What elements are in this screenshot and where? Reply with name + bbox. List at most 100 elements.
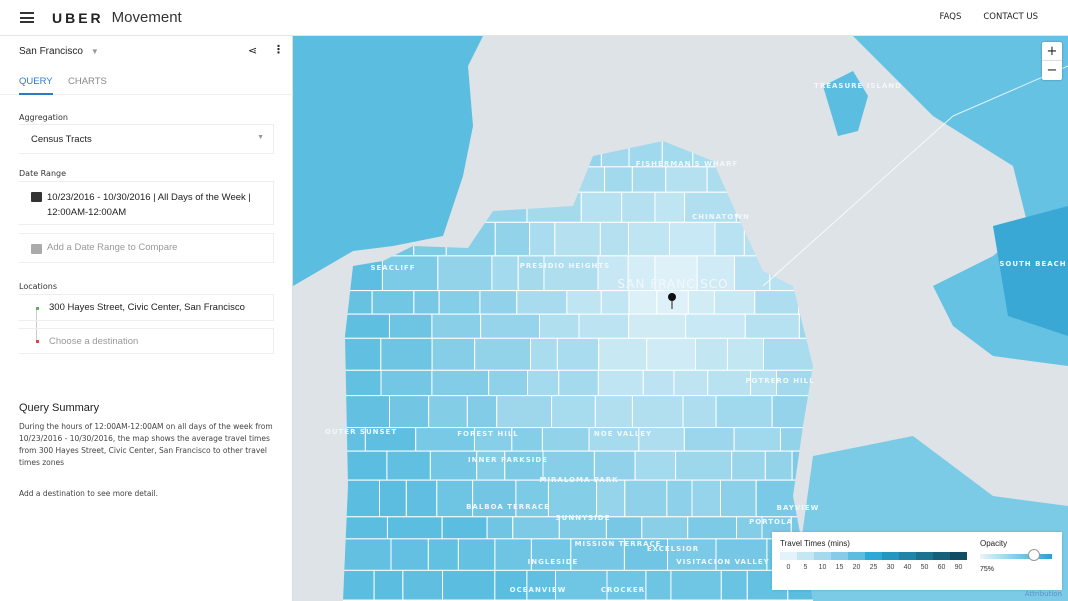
- census-tract[interactable]: [480, 313, 540, 339]
- census-tract[interactable]: [333, 516, 388, 540]
- census-tract[interactable]: [667, 538, 717, 571]
- census-tract[interactable]: [333, 450, 388, 481]
- opacity-slider[interactable]: [980, 549, 1052, 561]
- census-tract[interactable]: [754, 290, 800, 315]
- census-tract[interactable]: [333, 290, 373, 315]
- opacity-slider-handle[interactable]: [1028, 549, 1040, 561]
- census-tract[interactable]: [593, 450, 636, 481]
- census-tract[interactable]: [715, 538, 768, 571]
- tab-charts[interactable]: CHARTS: [68, 76, 107, 87]
- census-tract[interactable]: [713, 290, 756, 315]
- add-date-range-button[interactable]: Add a Date Range to Compare: [19, 233, 274, 263]
- census-tract[interactable]: [694, 337, 728, 371]
- census-tract[interactable]: [381, 255, 439, 292]
- brand-logo[interactable]: UBER: [52, 9, 104, 26]
- census-tract[interactable]: [554, 221, 601, 257]
- census-tract[interactable]: [600, 290, 630, 315]
- census-tract[interactable]: [685, 313, 746, 339]
- census-tract[interactable]: [810, 395, 823, 429]
- map-canvas[interactable]: TREASURE ISLAND FISHERMAN'S WHARF CHINATOW…: [293, 36, 1068, 601]
- census-tract[interactable]: [530, 337, 558, 371]
- census-tract[interactable]: [556, 337, 600, 371]
- more-vertical-icon[interactable]: ⋮: [273, 43, 284, 56]
- census-tract[interactable]: [675, 450, 733, 481]
- city-selector[interactable]: San Francisco ▼: [19, 46, 99, 57]
- census-tract[interactable]: [494, 221, 531, 257]
- census-tract[interactable]: [731, 450, 766, 481]
- census-tract[interactable]: [474, 337, 532, 371]
- census-tract[interactable]: [333, 255, 383, 292]
- census-tract[interactable]: [427, 538, 459, 571]
- census-tract[interactable]: [333, 313, 390, 339]
- census-tract[interactable]: [719, 479, 757, 518]
- census-tract[interactable]: [822, 338, 823, 370]
- census-tract[interactable]: [492, 166, 538, 193]
- census-tract[interactable]: [799, 255, 823, 292]
- origin-input[interactable]: 300 Hayes Street, Civic Center, San Fran…: [19, 294, 274, 321]
- census-tract[interactable]: [726, 337, 764, 371]
- census-tract[interactable]: [665, 166, 708, 193]
- census-tract[interactable]: [333, 369, 382, 397]
- census-tract[interactable]: [479, 290, 518, 315]
- census-tract[interactable]: [437, 255, 493, 292]
- census-tract[interactable]: [594, 395, 633, 429]
- census-tract[interactable]: [527, 369, 560, 397]
- census-tract[interactable]: [646, 337, 696, 371]
- census-tract[interactable]: [779, 427, 817, 452]
- census-tract[interactable]: [733, 427, 781, 452]
- census-tract[interactable]: [687, 290, 715, 315]
- census-tract[interactable]: [484, 191, 528, 223]
- census-tract[interactable]: [380, 337, 433, 371]
- census-tract[interactable]: [390, 538, 429, 571]
- census-tract[interactable]: [551, 395, 596, 429]
- census-tract[interactable]: [488, 369, 529, 397]
- census-tract[interactable]: [714, 221, 745, 257]
- zoom-in-button[interactable]: +: [1042, 42, 1062, 61]
- census-tract[interactable]: [641, 516, 689, 540]
- census-tract[interactable]: [371, 290, 415, 315]
- census-tract[interactable]: [715, 395, 773, 429]
- census-tract[interactable]: [707, 369, 752, 397]
- census-tract[interactable]: [798, 313, 823, 339]
- census-tract[interactable]: [386, 450, 431, 481]
- map-pin-icon[interactable]: [668, 293, 676, 309]
- census-tract[interactable]: [529, 221, 556, 257]
- census-tract[interactable]: [596, 479, 626, 518]
- census-tract[interactable]: [642, 369, 675, 397]
- census-tract[interactable]: [631, 166, 667, 193]
- census-tract[interactable]: [599, 221, 629, 257]
- census-tract[interactable]: [333, 538, 392, 571]
- census-tract[interactable]: [466, 395, 498, 429]
- census-tract[interactable]: [776, 369, 823, 397]
- census-tract[interactable]: [380, 369, 433, 397]
- census-tract[interactable]: [378, 479, 407, 518]
- census-tract[interactable]: [597, 369, 644, 397]
- census-tract[interactable]: [548, 136, 602, 168]
- census-tract[interactable]: [538, 313, 580, 339]
- census-tract[interactable]: [431, 313, 482, 339]
- census-tract[interactable]: [438, 290, 481, 315]
- census-tract[interactable]: [771, 395, 812, 429]
- census-tract[interactable]: [541, 427, 590, 452]
- census-tract[interactable]: [720, 569, 748, 601]
- census-tract[interactable]: [386, 516, 443, 540]
- census-tract[interactable]: [654, 191, 686, 223]
- census-tract[interactable]: [445, 221, 496, 257]
- census-tract[interactable]: [442, 569, 496, 601]
- census-tract[interactable]: [441, 516, 488, 540]
- census-tract[interactable]: [457, 538, 496, 571]
- census-tract[interactable]: [687, 516, 738, 540]
- census-tract[interactable]: [634, 450, 677, 481]
- census-tract[interactable]: [750, 369, 778, 397]
- census-tract[interactable]: [764, 450, 793, 481]
- census-tract[interactable]: [566, 290, 602, 315]
- map[interactable]: TREASURE ISLAND FISHERMAN'S WHARF CHINATOW…: [293, 36, 1068, 601]
- census-tract[interactable]: [666, 479, 693, 518]
- census-tract[interactable]: [494, 538, 532, 571]
- census-tract[interactable]: [536, 166, 568, 193]
- census-tract[interactable]: [580, 191, 623, 223]
- census-tract[interactable]: [604, 166, 633, 193]
- census-tract[interactable]: [817, 428, 823, 452]
- census-tract[interactable]: [734, 255, 771, 292]
- census-tract[interactable]: [621, 191, 656, 223]
